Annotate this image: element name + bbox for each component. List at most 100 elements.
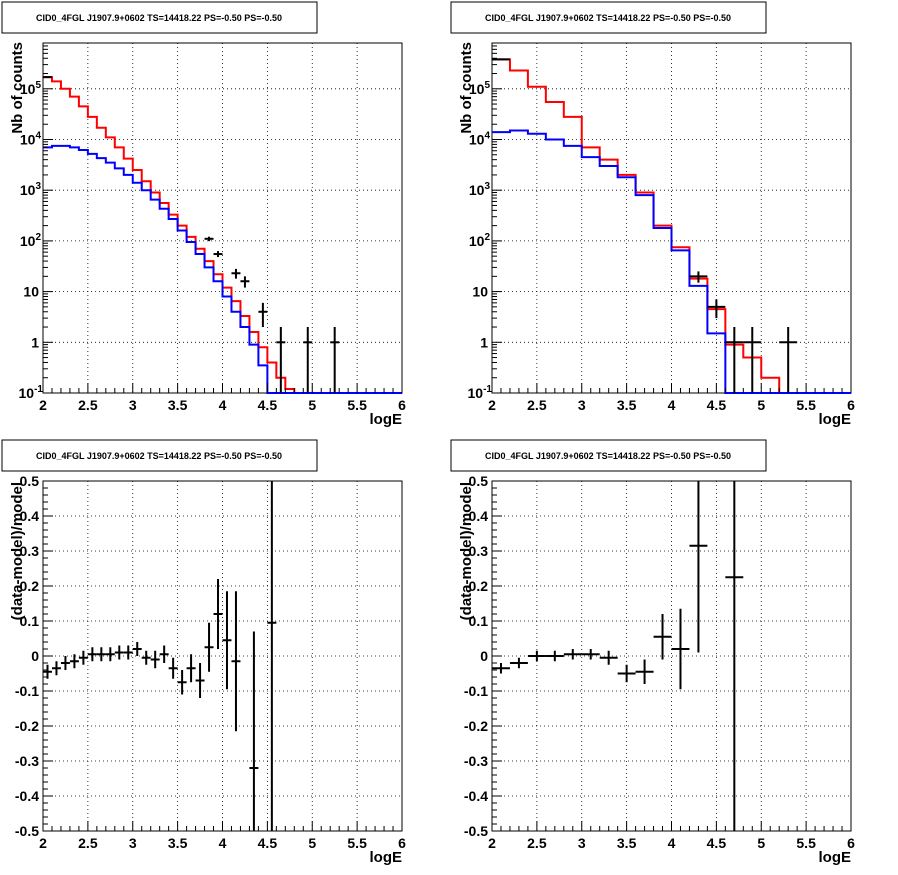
data-point <box>527 650 546 662</box>
data-point <box>231 591 241 732</box>
data-point <box>689 271 708 283</box>
data-point <box>303 327 313 393</box>
x-tick-label: 3 <box>578 397 586 413</box>
x-tick-label: 2.5 <box>78 397 98 413</box>
data-point <box>87 647 97 662</box>
x-tick-label: 3 <box>578 835 586 851</box>
data-point <box>779 327 798 393</box>
y-tick-label: 10-1 <box>19 384 44 401</box>
data-point <box>617 664 636 683</box>
x-tick-label: 5 <box>757 835 765 851</box>
x-tick-label: 4 <box>668 835 676 851</box>
y-tick-label: 0.4 <box>469 508 489 524</box>
data-point <box>563 649 582 660</box>
data-point <box>258 302 268 328</box>
y-tick-label: -0.4 <box>15 788 39 804</box>
x-tick-label: 4.5 <box>707 397 727 413</box>
data-point <box>132 642 142 656</box>
ticks: 2 2.5 3 3.5 4 4.5 5 5.5 6 10-1 1 10 102 103 104 105 <box>19 42 406 413</box>
data-point <box>186 654 196 683</box>
y-axis-label: Nb of counts <box>458 42 475 134</box>
panel-top-left: CID0_4FGL J1907.9+0602 TS=14418.22 PS=-0… <box>1 1 406 428</box>
y-tick-label: 1 <box>31 334 39 350</box>
data-point <box>276 327 286 393</box>
chart-title: CID0_4FGL J1907.9+0602 TS=14418.22 PS=-0… <box>36 13 282 23</box>
data-point <box>725 327 744 393</box>
x-tick-label: 6 <box>847 397 855 413</box>
x-tick-label: 5 <box>308 397 316 413</box>
x-tick-label: 2.5 <box>78 835 98 851</box>
data-point <box>635 659 654 684</box>
data-point <box>707 299 726 319</box>
y-tick-label: 102 <box>469 232 491 249</box>
chart-title: CID0_4FGL J1907.9+0602 TS=14418.22 PS=-0… <box>485 451 731 461</box>
y-tick-label: 10 <box>23 284 39 300</box>
ticks: 2 2.5 3 3.5 4 4.5 5 5.5 6 10-1 1 10 102 103 104 105 <box>468 42 855 413</box>
y-tick-label: 0.5 <box>20 473 40 489</box>
ticks: 2 2.5 3 3.5 4 4.5 5 5.5 6 -0.5 -0.4 -0.3 -0.2 -0.1 0 0.… <box>464 473 855 851</box>
data-point <box>231 268 241 279</box>
plot-area <box>492 481 744 831</box>
x-axis-label: logE <box>819 411 852 428</box>
histogram-line-series-1 <box>492 129 851 394</box>
x-tick-label: 6 <box>847 835 855 851</box>
data-point <box>141 650 151 665</box>
plot-area <box>492 58 851 394</box>
y-tick-label: 0.2 <box>20 578 40 594</box>
data-point <box>114 645 124 660</box>
y-tick-label: 104 <box>20 130 42 147</box>
x-tick-label: 5 <box>757 397 765 413</box>
x-tick-label: 2 <box>39 835 47 851</box>
data-point <box>213 579 223 649</box>
data-point <box>249 631 259 831</box>
y-tick-label: 102 <box>20 232 42 249</box>
data-point <box>240 276 250 288</box>
x-tick-label: 3.5 <box>168 397 188 413</box>
y-tick-label: -0.5 <box>464 823 488 839</box>
title-box <box>1 439 318 472</box>
data-point <box>689 481 708 653</box>
data-point <box>653 614 672 660</box>
data-point <box>43 664 52 679</box>
data-point <box>509 657 528 669</box>
y-tick-label: 105 <box>20 80 42 97</box>
chart-title: CID0_4FGL J1907.9+0602 TS=14418.22 PS=-0… <box>36 451 282 461</box>
data-point <box>492 663 510 674</box>
histogram-line-series-1 <box>43 144 402 394</box>
data-point <box>60 656 70 670</box>
data-point <box>195 663 205 698</box>
plot-area <box>43 481 277 831</box>
data-point <box>743 327 762 393</box>
x-axis-label: logE <box>370 411 403 428</box>
x-tick-label: 4 <box>668 397 676 413</box>
data-point <box>581 649 600 660</box>
x-tick-label: 2 <box>39 397 47 413</box>
data-point <box>599 650 618 665</box>
plot-area <box>43 76 402 394</box>
grid <box>42 480 403 832</box>
x-tick-label: 3.5 <box>617 397 637 413</box>
x-tick-label: 3.5 <box>168 835 188 851</box>
y-tick-label: 0.1 <box>469 613 489 629</box>
y-tick-label: -0.1 <box>15 683 39 699</box>
y-tick-label: -0.1 <box>464 683 488 699</box>
data-point <box>213 251 223 258</box>
y-tick-label: 0 <box>31 648 39 664</box>
data-point <box>545 650 564 662</box>
x-tick-label: 4.5 <box>258 835 278 851</box>
data-point <box>123 645 133 660</box>
data-point <box>725 481 744 831</box>
x-tick-label: 4 <box>219 835 227 851</box>
x-axis-label: logE <box>370 849 403 866</box>
y-tick-label: 105 <box>469 80 491 97</box>
x-tick-label: 3 <box>129 835 137 851</box>
y-tick-label: -0.2 <box>464 718 488 734</box>
data-point <box>78 650 88 665</box>
x-tick-label: 4.5 <box>707 835 727 851</box>
y-tick-label: -0.2 <box>15 718 39 734</box>
data-point <box>105 647 115 662</box>
y-tick-label: -0.3 <box>464 753 488 769</box>
chart-title: CID0_4FGL J1907.9+0602 TS=14418.22 PS=-0… <box>485 13 731 23</box>
y-tick-label: 10 <box>472 284 488 300</box>
